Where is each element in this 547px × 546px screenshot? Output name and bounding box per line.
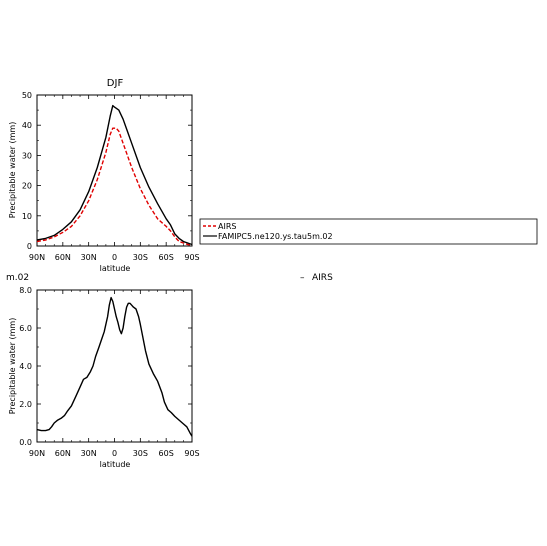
y-tick-label: 2.0 — [19, 400, 32, 409]
floating-legend-symbol: – — [300, 273, 305, 283]
x-tick-label: 0 — [112, 449, 117, 458]
x-tick-label: 60N — [55, 253, 71, 262]
x-tick-label: 30S — [133, 253, 148, 262]
legend: AIRS FAMIPC5.ne120.ys.tau5m.02 — [199, 218, 538, 245]
series-line-airs — [36, 127, 193, 246]
y-tick-label: 6.0 — [19, 324, 32, 333]
chart-title: DJF — [107, 78, 124, 89]
y-tick-label: 8.0 — [19, 286, 32, 295]
y-tick-label: 0 — [27, 242, 32, 251]
y-tick-label: 50 — [22, 91, 32, 100]
y-tick-label: 20 — [22, 182, 32, 191]
x-tick-label: 30N — [81, 253, 97, 262]
panel-m02: m.02 90N 60N 30N 0 30S 60S 90S0.02.04.06.08.0 … — [6, 273, 200, 469]
y-tick-label: 30 — [22, 151, 32, 160]
x-axis-label: latitude — [100, 264, 131, 273]
x-tick-label: 90S — [184, 449, 199, 458]
legend-label-airs: AIRS — [218, 222, 236, 231]
x-tick-label: 90N — [29, 449, 45, 458]
x-tick-label: 30S — [133, 449, 148, 458]
y-axis-label: Precipitable water (mm) — [8, 318, 17, 415]
y-axis-label: Precipitable water (mm) — [8, 122, 17, 219]
legend-label-model: FAMIPC5.ne120.ys.tau5m.02 — [218, 232, 333, 241]
panel-djf: DJF 90N 60N 30N 0 30S 60S 90S 0 10 20 30 40 50 latit… — [8, 78, 200, 273]
x-tick-label: 60N — [55, 449, 71, 458]
legend-box — [199, 218, 538, 245]
chart-title: m.02 — [6, 273, 29, 283]
x-tick-label: 90S — [184, 253, 199, 262]
series-line-airs — [36, 296, 193, 437]
series-line-famipc5-ne120-ys-tau5m-02 — [36, 104, 193, 246]
floating-legend-label: AIRS — [312, 273, 333, 283]
x-tick-label: 90N — [29, 253, 45, 262]
y-tick-label: 10 — [22, 212, 32, 221]
x-axis-label: latitude — [100, 460, 131, 469]
y-tick-label: 4.0 — [19, 362, 32, 371]
y-tick-label: 0.0 — [19, 438, 32, 447]
plot-marks: 90N 60N 30N 0 30S 60S 90S 0.0 2.0 4.0 6.0 8.0 — [19, 286, 199, 458]
x-tick-label: 60S — [159, 253, 174, 262]
plot-marks: 90N 60N 30N 0 30S 60S 90S 0 10 20 30 40 50 — [22, 91, 200, 262]
x-tick-label: 60S — [159, 449, 174, 458]
x-tick-label: 0 — [112, 253, 117, 262]
x-tick-label: 30N — [81, 449, 97, 458]
y-tick-label: 40 — [22, 121, 32, 130]
